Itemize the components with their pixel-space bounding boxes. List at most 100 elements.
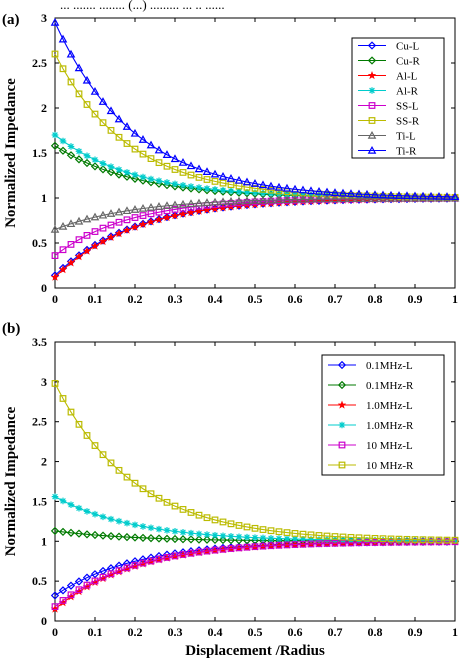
data-point: [218, 171, 228, 180]
data-point: [83, 508, 91, 515]
data-point: [147, 175, 155, 183]
data-point: [138, 219, 148, 228]
data-point: [122, 532, 132, 542]
data-point: [275, 541, 283, 549]
data-point: [139, 485, 147, 493]
data-point: [331, 533, 339, 540]
data-point: [387, 535, 395, 543]
data-point: [51, 603, 59, 611]
data-point: [82, 530, 92, 539]
data-point: [131, 479, 139, 487]
data-point: [218, 197, 228, 206]
data-point: [290, 184, 300, 193]
data-point: [394, 191, 404, 199]
data-point: [194, 535, 204, 544]
data-point: [179, 181, 187, 189]
data-point: [154, 202, 164, 210]
y-tick-label: 2: [41, 101, 47, 115]
y-tick-label: 2: [41, 455, 47, 469]
data-point: [91, 156, 99, 164]
data-point: [451, 194, 459, 201]
data-point: [66, 528, 76, 537]
legend-label: 10 MHz-R: [366, 460, 414, 472]
data-point: [298, 194, 308, 203]
data-point: [146, 534, 156, 543]
data-point: [115, 466, 123, 474]
data-point: [275, 535, 283, 542]
legend-marker: [367, 41, 377, 50]
data-point: [259, 526, 267, 533]
data-point: [147, 490, 155, 498]
x-tick-label: 0: [52, 625, 58, 639]
data-point: [211, 177, 219, 185]
data-point: [266, 195, 276, 204]
data-point: [50, 141, 60, 150]
data-point: [114, 114, 124, 123]
data-point: [251, 524, 259, 532]
y-tick-label: 1: [41, 191, 47, 205]
data-point: [66, 219, 76, 228]
data-point: [66, 258, 76, 267]
legend-item: 0.1MHz-L: [328, 360, 413, 372]
data-point: [163, 498, 171, 506]
data-point: [219, 532, 227, 540]
y-tick-label: 2.5: [32, 415, 47, 429]
data-point: [51, 50, 59, 58]
data-point: [51, 380, 59, 387]
data-point: [443, 536, 451, 544]
y-tick-label: 1.5: [32, 146, 47, 160]
legend-item: SS-L: [358, 101, 419, 113]
legend: 0.1MHz-L 0.1MHz-R 1.0MHz-L 1.0MHz-R 10 MHz-L…: [321, 354, 445, 476]
data-point: [451, 537, 459, 545]
data-point: [98, 165, 108, 174]
data-point: [123, 216, 131, 224]
data-point: [91, 510, 99, 518]
legend-marker: [368, 87, 376, 94]
data-point: [243, 188, 251, 196]
y-tick-label: 0: [41, 614, 47, 628]
legend-label: Al-R: [396, 86, 419, 98]
data-point: [267, 190, 275, 198]
legend-item: 10 MHz-L: [328, 440, 413, 452]
data-point: [227, 520, 235, 528]
data-point: [122, 122, 132, 130]
data-point: [58, 221, 68, 230]
data-point: [147, 557, 155, 565]
legend-marker: [367, 130, 377, 139]
data-point: [154, 214, 164, 224]
data-point: [419, 537, 427, 545]
data-point: [378, 190, 388, 199]
data-point: [355, 539, 363, 547]
x-tick-label: 0: [52, 292, 58, 306]
data-point: [179, 551, 187, 558]
data-point: [202, 535, 212, 544]
data-point: [250, 179, 260, 187]
data-point: [178, 535, 188, 544]
data-point: [58, 265, 68, 274]
data-point: [283, 535, 291, 543]
data-point: [330, 194, 340, 203]
data-point: [203, 547, 211, 555]
data-point: [362, 194, 372, 202]
data-point: [370, 194, 380, 202]
data-point: [74, 529, 84, 538]
data-point: [235, 544, 243, 552]
data-point: [186, 184, 196, 193]
data-point: [163, 162, 171, 170]
data-point: [58, 586, 68, 595]
data-point: [242, 177, 252, 186]
data-point: [170, 211, 180, 220]
data-point: [171, 166, 179, 173]
data-point: [99, 160, 107, 167]
panel-label: (a): [2, 12, 20, 28]
data-point: [74, 252, 84, 261]
data-point: [107, 570, 115, 578]
legend-marker: [368, 102, 376, 109]
data-point: [74, 251, 84, 260]
data-point: [226, 535, 236, 545]
legend-item: Cu-R: [358, 56, 421, 68]
data-point: [314, 186, 324, 195]
data-point: [338, 188, 348, 197]
data-point: [163, 179, 171, 186]
data-point: [346, 194, 356, 203]
